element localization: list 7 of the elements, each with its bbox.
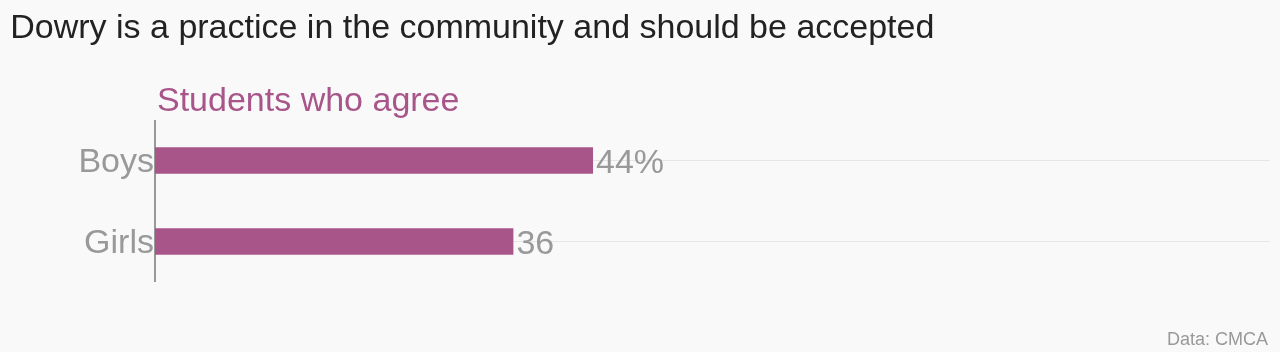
y-tick-label: Girls <box>84 222 154 261</box>
y-tick-label: Boys <box>78 141 154 180</box>
chart-title: Dowry is a practice in the community and should be accepted <box>10 6 935 45</box>
text: Data: CMCA <box>1167 329 1269 349</box>
data-label: 44% <box>596 141 665 180</box>
data-label: 36 <box>516 222 555 261</box>
series-label: Students who agree <box>157 80 460 118</box>
